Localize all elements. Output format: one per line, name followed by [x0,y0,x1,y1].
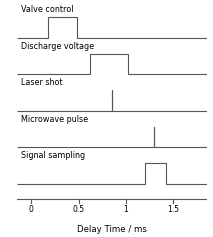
Text: 0: 0 [29,205,34,214]
Text: Signal sampling: Signal sampling [21,151,85,160]
Text: 0.5: 0.5 [73,205,85,214]
Text: Microwave pulse: Microwave pulse [21,115,88,124]
Text: Laser shot: Laser shot [21,78,62,87]
Text: Valve control: Valve control [21,5,73,14]
Text: Delay Time / ms: Delay Time / ms [77,225,147,234]
Text: 1.5: 1.5 [167,205,179,214]
Text: 1: 1 [124,205,128,214]
Text: Discharge voltage: Discharge voltage [21,42,94,51]
